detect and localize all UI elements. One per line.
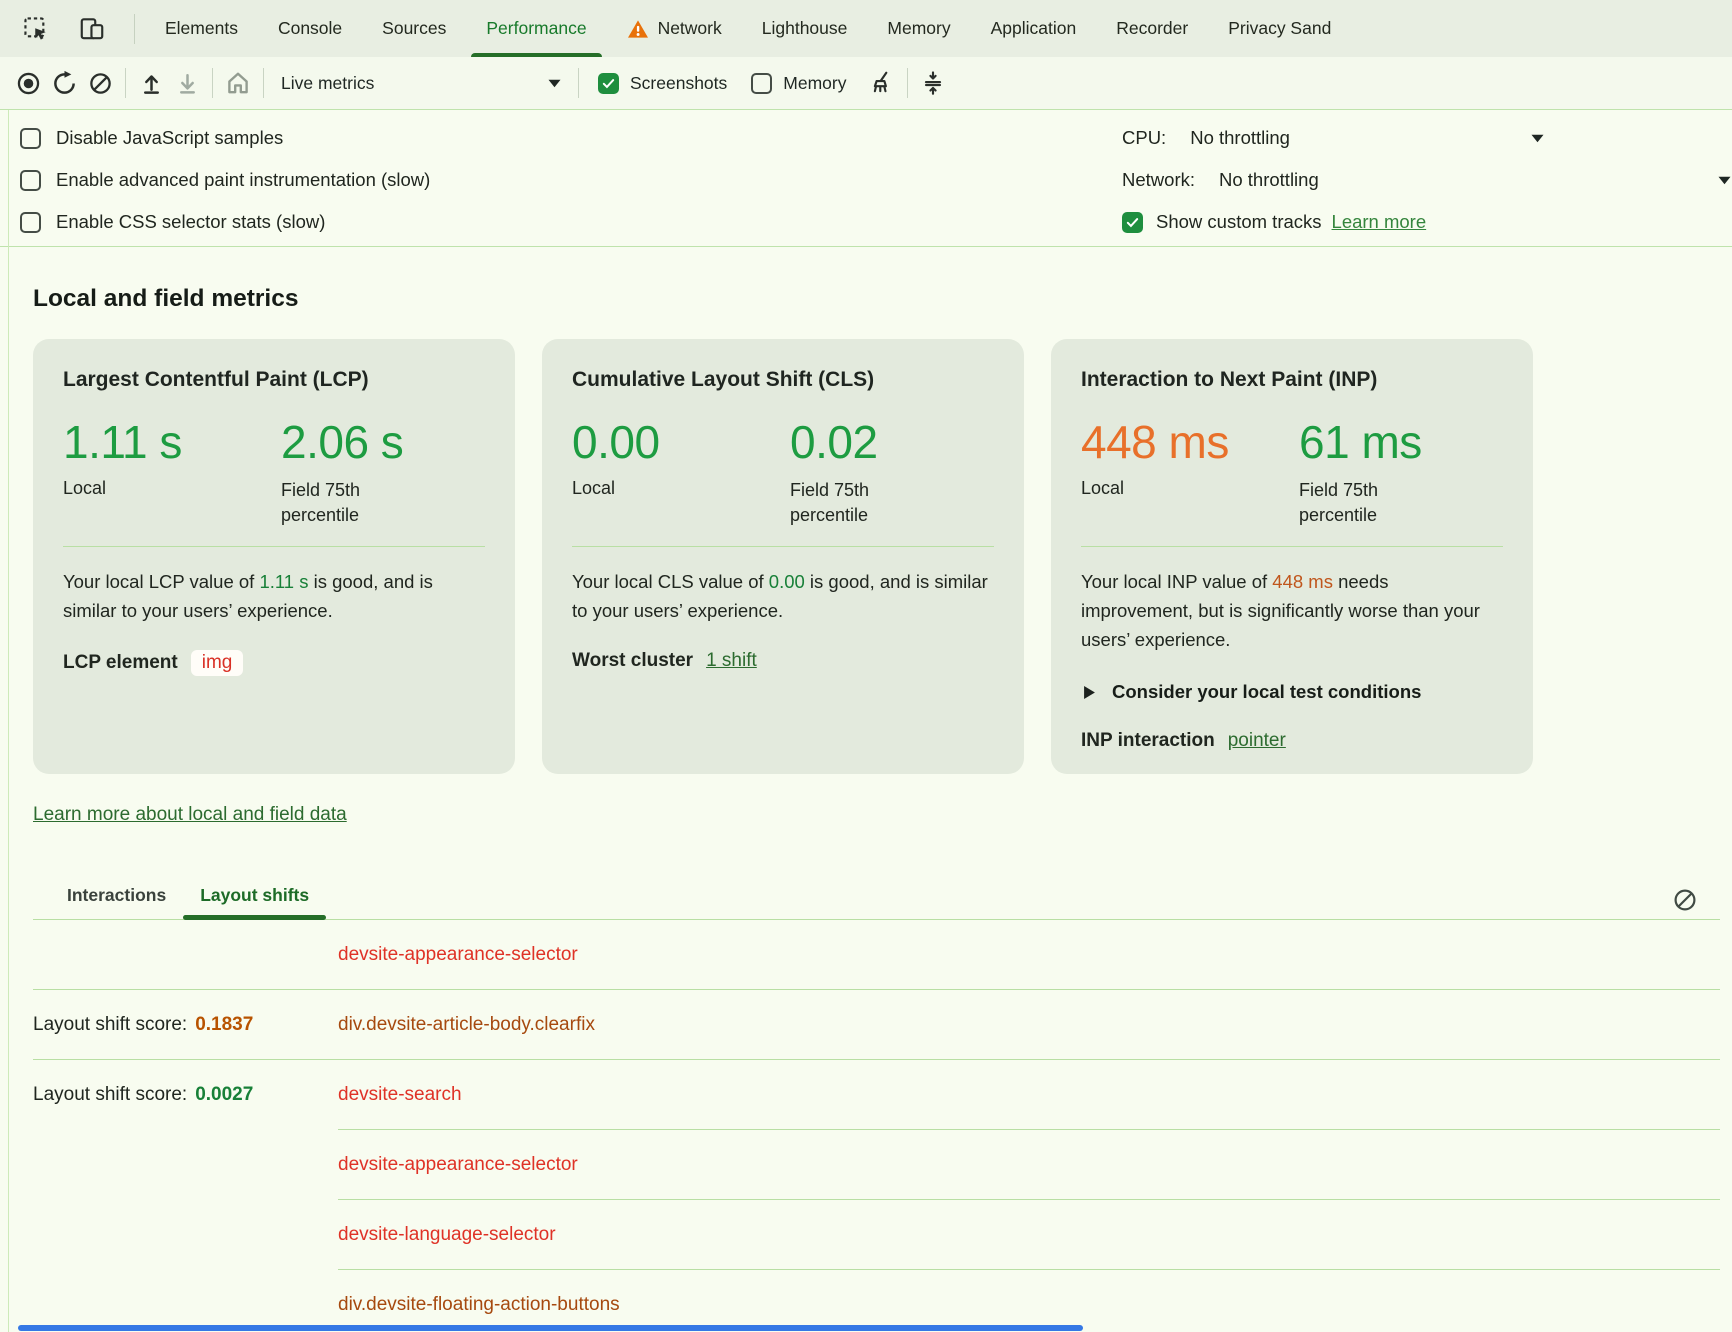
divider — [134, 14, 135, 44]
clear-log-icon[interactable] — [1672, 887, 1698, 913]
chevron-down-icon — [1718, 176, 1731, 185]
log-tab-bar: Interactions Layout shifts — [33, 878, 1720, 920]
lcp-element-pill[interactable]: img — [191, 650, 244, 676]
layout-shift-list: devsite-appearance-selector Layout shift… — [33, 920, 1720, 1331]
record-icon[interactable] — [10, 66, 46, 100]
card-title: Interaction to Next Paint (INP) — [1081, 368, 1503, 392]
inp-local-value: 448 ms — [1081, 415, 1299, 469]
reload-and-record-icon[interactable] — [46, 66, 82, 100]
divider — [907, 68, 908, 98]
checkbox-unchecked-icon — [20, 128, 41, 149]
cls-local-value: 0.00 — [572, 415, 790, 469]
warning-icon — [627, 19, 649, 39]
cpu-throttling-select[interactable]: CPU: No throttling — [1122, 117, 1556, 159]
cls-field-value: 0.02 — [790, 415, 914, 469]
devtools-tab-bar: Elements Console Sources Performance Net… — [0, 0, 1732, 57]
shift-score: 0.0027 — [195, 1084, 253, 1106]
shift-score: 0.1837 — [195, 1014, 253, 1036]
chevron-down-icon — [548, 79, 561, 88]
tab-elements[interactable]: Elements — [145, 0, 258, 57]
throttling-settings: CPU: No throttling Network: No throttlin… — [1122, 117, 1556, 243]
learn-more-field-data-link[interactable]: Learn more about local and field data — [33, 804, 347, 826]
tab-console[interactable]: Console — [258, 0, 362, 57]
metric-card-cls: Cumulative Layout Shift (CLS) 0.00 Local… — [542, 339, 1024, 774]
divider — [263, 68, 264, 98]
chevron-down-icon — [1531, 134, 1544, 143]
divider — [572, 546, 994, 547]
checkbox-checked-icon — [598, 73, 619, 94]
divider — [212, 68, 213, 98]
gc-brush-icon[interactable] — [864, 66, 900, 100]
panel-tabs: Elements Console Sources Performance Net… — [145, 0, 1351, 57]
panel-left-border — [8, 110, 9, 1332]
checkbox-unchecked-icon — [20, 170, 41, 191]
divider — [63, 546, 485, 547]
card-title: Cumulative Layout Shift (CLS) — [572, 368, 994, 392]
device-toolbar-icon[interactable] — [74, 12, 110, 46]
history-dropdown[interactable]: Live metrics — [281, 73, 561, 94]
lcp-local-value: 1.11 s — [63, 415, 281, 469]
show-custom-tracks-checkbox[interactable]: Show custom tracks — [1122, 211, 1322, 233]
network-throttling-select[interactable]: Network: No throttling — [1122, 159, 1556, 201]
inp-field-value: 61 ms — [1299, 415, 1423, 469]
tab-memory[interactable]: Memory — [867, 0, 970, 57]
card-title: Largest Contentful Paint (LCP) — [63, 368, 485, 392]
page-title: Local and field metrics — [33, 285, 1720, 313]
checkbox-unchecked-icon — [20, 212, 41, 233]
lcp-field-value: 2.06 s — [281, 415, 405, 469]
lcp-description: Your local LCP value of 1.11 s is good, … — [63, 567, 485, 625]
save-profile-icon[interactable] — [169, 66, 205, 100]
tab-lighthouse[interactable]: Lighthouse — [742, 0, 868, 57]
worst-cluster-link[interactable]: 1 shift — [706, 650, 757, 672]
tab-layout-shifts[interactable]: Layout shifts — [183, 885, 326, 919]
layout-shift-row[interactable]: devsite-language-selector — [33, 1200, 1720, 1270]
tab-privacy-sandbox[interactable]: Privacy Sand — [1208, 0, 1351, 57]
layout-shift-row[interactable]: devsite-appearance-selector — [33, 920, 1720, 990]
inspect-element-icon[interactable] — [18, 12, 54, 46]
tab-application[interactable]: Application — [971, 0, 1097, 57]
tab-performance[interactable]: Performance — [466, 0, 606, 57]
divider — [1081, 546, 1503, 547]
horizontal-scrollbar-thumb[interactable] — [18, 1325, 1083, 1331]
disclosure-triangle-icon — [1084, 686, 1095, 699]
divider — [125, 68, 126, 98]
checkbox-unchecked-icon — [751, 73, 772, 94]
metric-card-lcp: Largest Contentful Paint (LCP) 1.11 s Lo… — [33, 339, 515, 774]
learn-more-link[interactable]: Learn more — [1332, 211, 1427, 233]
cls-description: Your local CLS value of 0.00 is good, an… — [572, 567, 994, 625]
screenshots-checkbox[interactable]: Screenshots — [598, 73, 727, 94]
layout-shift-row[interactable]: div.devsite-floating-action-buttons — [33, 1270, 1720, 1331]
performance-toolbar: Live metrics Screenshots Memory — [0, 57, 1732, 109]
checkbox-checked-icon — [1122, 212, 1143, 233]
load-profile-icon[interactable] — [133, 66, 169, 100]
clear-icon[interactable] — [82, 66, 118, 100]
tab-interactions[interactable]: Interactions — [50, 885, 183, 919]
inp-description: Your local INP value of 448 ms needs imp… — [1081, 567, 1503, 654]
layout-shift-row[interactable]: devsite-appearance-selector — [33, 1130, 1720, 1200]
live-metrics-view: Local and field metrics Largest Contentf… — [0, 247, 1732, 1331]
collapse-icon[interactable] — [915, 66, 951, 100]
metric-card-inp: Interaction to Next Paint (INP) 448 ms L… — [1051, 339, 1533, 774]
tab-sources[interactable]: Sources — [362, 0, 466, 57]
metric-cards: Largest Contentful Paint (LCP) 1.11 s Lo… — [33, 339, 1720, 774]
tab-bar-icon-group — [0, 0, 145, 57]
divider — [578, 68, 579, 98]
local-test-conditions-disclosure[interactable]: Consider your local test conditions — [1081, 681, 1503, 703]
inp-interaction-link[interactable]: pointer — [1228, 730, 1286, 752]
tab-recorder[interactable]: Recorder — [1096, 0, 1208, 57]
memory-checkbox[interactable]: Memory — [751, 73, 846, 94]
capture-settings: Disable JavaScript samples Enable advanc… — [0, 109, 1732, 247]
layout-shift-row[interactable]: Layout shift score: 0.0027 devsite-searc… — [33, 1060, 1720, 1130]
tab-network[interactable]: Network — [607, 0, 742, 57]
layout-shift-row[interactable]: Layout shift score: 0.1837 div.devsite-a… — [33, 990, 1720, 1060]
home-icon[interactable] — [220, 66, 256, 100]
